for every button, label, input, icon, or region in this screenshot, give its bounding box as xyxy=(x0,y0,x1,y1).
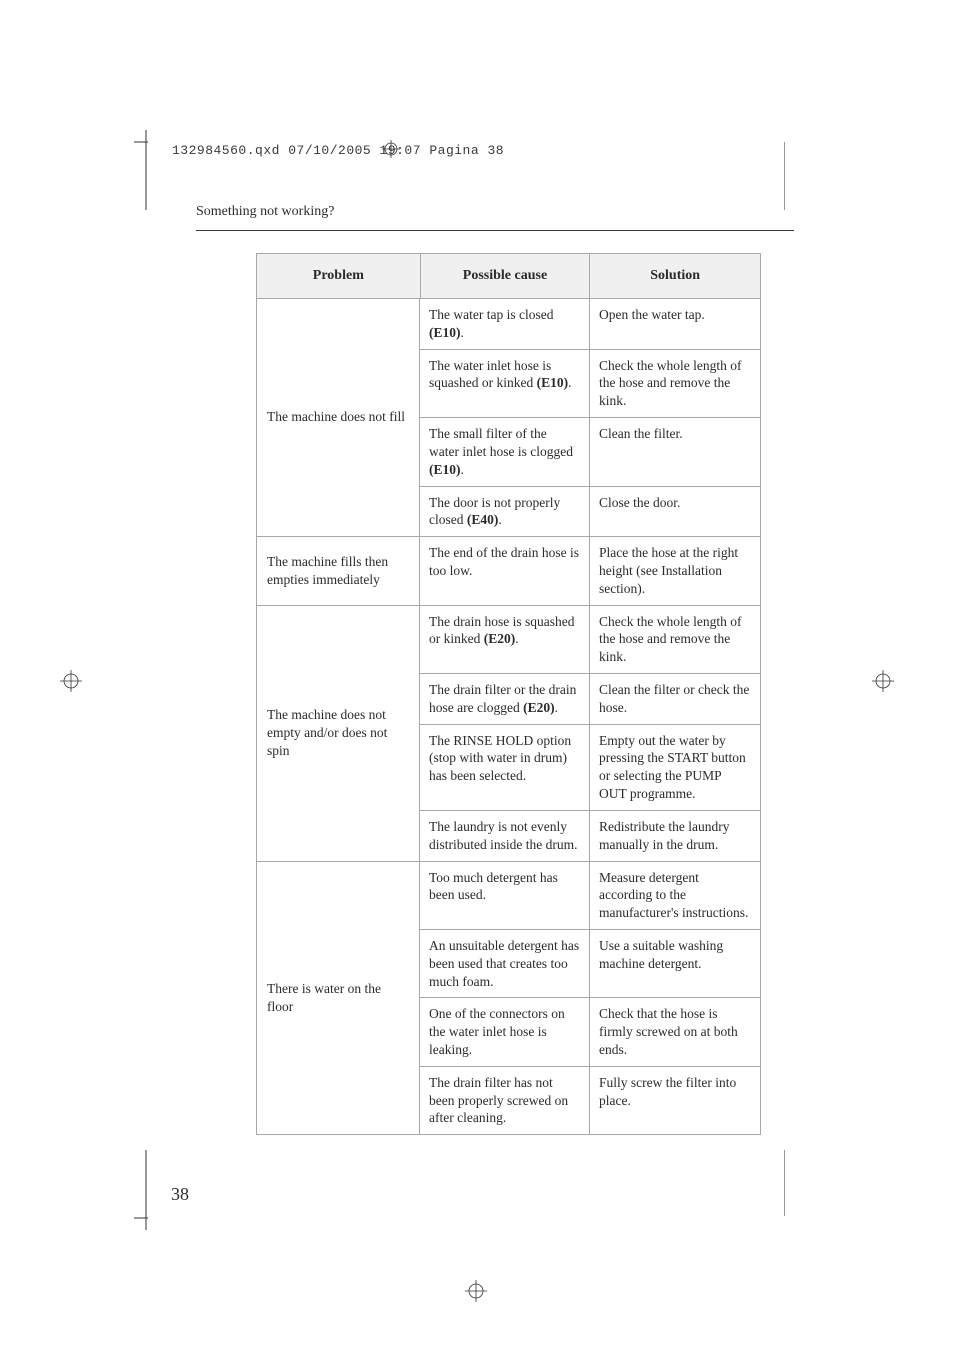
cause-cell: The water inlet hose is squashed or kink… xyxy=(420,350,590,417)
col-header-cause: Possible cause xyxy=(421,254,591,298)
cause-text: An unsuitable detergent has been used th… xyxy=(429,938,579,989)
solution-cell: Clean the filter. xyxy=(590,418,760,485)
fold-mark-bottom-icon xyxy=(465,1280,487,1307)
crop-mark-bottom-left xyxy=(134,1150,158,1230)
error-code: (E40) xyxy=(467,512,499,527)
cause-text: The RINSE HOLD option (stop with water i… xyxy=(429,733,571,784)
cause-text: Too much detergent has been used. xyxy=(429,870,558,903)
table-header-row: Problem Possible cause Solution xyxy=(257,254,760,299)
cause-cell: The drain filter has not been properly s… xyxy=(420,1067,590,1134)
table-row: The RINSE HOLD option (stop with water i… xyxy=(420,725,760,811)
solution-cell: Check that the hose is firmly screwed on… xyxy=(590,998,760,1065)
crop-mark-bottom-right xyxy=(784,1150,808,1230)
cause-cell: The end of the drain hose is too low. xyxy=(420,537,590,604)
table-row: One of the connectors on the water inlet… xyxy=(420,998,760,1066)
problem-cell: There is water on the floor xyxy=(257,862,420,1135)
col-header-solution: Solution xyxy=(590,254,760,298)
solution-cell: Check the whole length of the hose and r… xyxy=(590,606,760,673)
table-row: The drain filter has not been properly s… xyxy=(420,1067,760,1134)
table-row: The water inlet hose is squashed or kink… xyxy=(420,350,760,418)
solution-cell: Clean the filter or check the hose. xyxy=(590,674,760,724)
solution-cell: Use a suitable washing machine detergent… xyxy=(590,930,760,997)
solution-cell: Measure detergent according to the manuf… xyxy=(590,862,760,929)
fold-mark-right-icon xyxy=(872,670,894,697)
table-row: The small filter of the water inlet hose… xyxy=(420,418,760,486)
error-code: (E10) xyxy=(429,325,461,340)
group-rows: The end of the drain hose is too low. Pla… xyxy=(420,537,760,604)
page-number: 38 xyxy=(171,1184,189,1205)
cause-cell: The laundry is not evenly distributed in… xyxy=(420,811,590,861)
cause-cell: The door is not properly closed (E40). xyxy=(420,487,590,537)
problem-cell: The machine does not empty and/or does n… xyxy=(257,606,420,861)
problem-cell: The machine does not fill xyxy=(257,299,420,536)
solution-cell: Open the water tap. xyxy=(590,299,760,349)
error-code: (E20) xyxy=(484,631,516,646)
problem-cell: The machine fills then empties immediate… xyxy=(257,537,420,604)
fold-mark-left-icon xyxy=(60,670,82,697)
table-row: The drain filter or the drain hose are c… xyxy=(420,674,760,725)
cause-text-post: . xyxy=(461,462,464,477)
cause-cell: An unsuitable detergent has been used th… xyxy=(420,930,590,997)
table-row: Too much detergent has been used. Measure… xyxy=(420,862,760,930)
crop-mark-top-left xyxy=(134,130,158,210)
page-content: Something not working? Problem Possible … xyxy=(196,204,794,1135)
table-row: An unsuitable detergent has been used th… xyxy=(420,930,760,998)
cause-text-post: . xyxy=(568,375,571,390)
table-row: The end of the drain hose is too low. Pla… xyxy=(420,537,760,604)
cause-cell: The small filter of the water inlet hose… xyxy=(420,418,590,485)
cause-text: The water inlet hose is squashed or kink… xyxy=(429,358,551,391)
error-code: (E10) xyxy=(429,462,461,477)
cause-text-post: . xyxy=(555,700,558,715)
cause-text: One of the connectors on the water inlet… xyxy=(429,1006,565,1057)
troubleshooting-table: Problem Possible cause Solution The mach… xyxy=(256,253,761,1135)
table-group: The machine does not fillThe water tap i… xyxy=(257,299,760,537)
table-row: The water tap is closed (E10).Open the w… xyxy=(420,299,760,350)
error-code: (E20) xyxy=(523,700,555,715)
section-title: Something not working? xyxy=(196,204,794,220)
table-row: The door is not properly closed (E40).Cl… xyxy=(420,487,760,537)
solution-cell: Empty out the water by pressing the STAR… xyxy=(590,725,760,810)
col-header-problem: Problem xyxy=(257,254,421,298)
cause-cell: Too much detergent has been used. xyxy=(420,862,590,929)
cause-text: The small filter of the water inlet hose… xyxy=(429,426,573,459)
solution-cell: Place the hose at the right height (see … xyxy=(590,537,760,604)
cause-text-post: . xyxy=(515,631,518,646)
error-code: (E10) xyxy=(537,375,569,390)
table-group: The machine fills then empties immediate… xyxy=(257,537,760,605)
crop-mark-top-right xyxy=(784,130,808,210)
section-rule xyxy=(196,230,794,231)
solution-cell: Fully screw the filter into place. xyxy=(590,1067,760,1134)
table-row: The drain hose is squashed or kinked (E2… xyxy=(420,606,760,674)
table-body: The machine does not fillThe water tap i… xyxy=(257,299,760,1134)
table-group: The machine does not empty and/or does n… xyxy=(257,606,760,862)
group-rows: The water tap is closed (E10).Open the w… xyxy=(420,299,760,536)
cause-text-post: . xyxy=(461,325,464,340)
cause-text: The end of the drain hose is too low. xyxy=(429,545,579,578)
cause-text: The water tap is closed xyxy=(429,307,553,322)
cause-cell: The RINSE HOLD option (stop with water i… xyxy=(420,725,590,810)
solution-cell: Check the whole length of the hose and r… xyxy=(590,350,760,417)
cause-text-post: . xyxy=(498,512,501,527)
solution-cell: Redistribute the laundry manually in the… xyxy=(590,811,760,861)
cause-cell: The drain hose is squashed or kinked (E2… xyxy=(420,606,590,673)
solution-cell: Close the door. xyxy=(590,487,760,537)
group-rows: Too much detergent has been used. Measure… xyxy=(420,862,760,1135)
cause-cell: The water tap is closed (E10). xyxy=(420,299,590,349)
cause-cell: One of the connectors on the water inlet… xyxy=(420,998,590,1065)
cause-text: The drain filter has not been properly s… xyxy=(429,1075,568,1126)
table-group: There is water on the floorToo much dete… xyxy=(257,862,760,1135)
cause-cell: The drain filter or the drain hose are c… xyxy=(420,674,590,724)
group-rows: The drain hose is squashed or kinked (E2… xyxy=(420,606,760,861)
cause-text: The laundry is not evenly distributed in… xyxy=(429,819,577,852)
qxd-header-line: 132984560.qxd 07/10/2005 19:07 Pagina 38 xyxy=(172,143,504,158)
table-row: The laundry is not evenly distributed in… xyxy=(420,811,760,861)
